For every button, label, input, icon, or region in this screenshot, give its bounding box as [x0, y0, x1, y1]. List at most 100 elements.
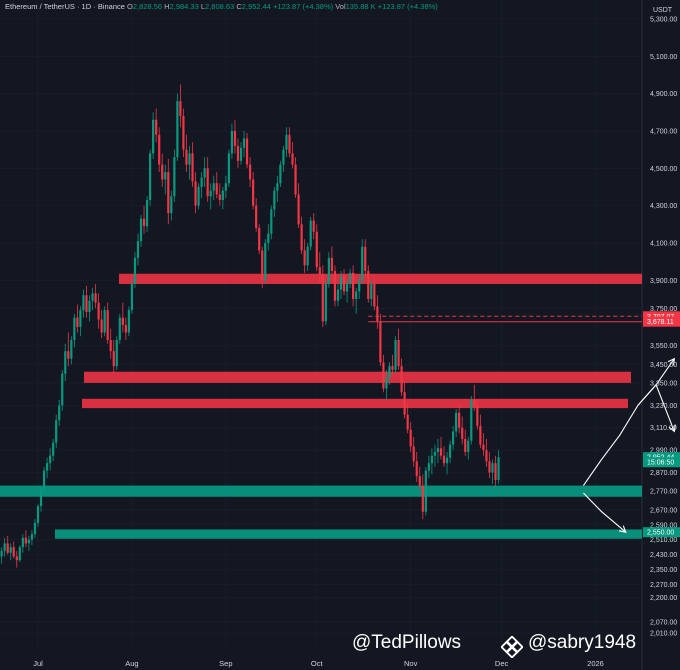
- candle: [367, 265, 370, 303]
- projection-path[interactable]: [582, 358, 675, 486]
- y-tick-label: 2,430.00: [650, 552, 677, 559]
- candle: [9, 543, 12, 561]
- grid: [0, 0, 642, 650]
- candle: [30, 530, 34, 546]
- candle: [39, 485, 43, 512]
- candle: [176, 93, 179, 161]
- candle: [133, 252, 137, 288]
- candle: [261, 246, 264, 288]
- candle: [345, 280, 349, 303]
- time-axis[interactable]: Jul Aug Sep Oct Nov Dec 2026: [33, 659, 604, 668]
- projection-arrowhead: [668, 424, 676, 433]
- projection-path[interactable]: [637, 383, 675, 432]
- level-lines[interactable]: [368, 315, 642, 323]
- candle: [152, 112, 155, 159]
- candle: [70, 336, 73, 365]
- symbol-name[interactable]: Ethereum / TetherUS · 1D · Binance: [5, 2, 125, 11]
- y-tick-label: 3,900.00: [650, 278, 677, 285]
- zones[interactable]: [0, 273, 642, 539]
- x-tick-label: Oct: [311, 659, 324, 668]
- candle: [242, 130, 246, 158]
- candle: [430, 448, 433, 475]
- watermark-sabry1948: @sabry1948: [528, 632, 637, 653]
- y-tick-label: 4,900.00: [650, 91, 677, 98]
- candle: [309, 216, 312, 251]
- candle: [164, 164, 167, 195]
- y-tick-label: 3,110.00: [650, 425, 677, 432]
- candle: [476, 399, 479, 430]
- candle: [339, 270, 343, 299]
- resistance-zone[interactable]: [119, 273, 642, 285]
- candle: [24, 530, 27, 548]
- support-zone[interactable]: [55, 529, 642, 539]
- volume-label: Vol: [335, 2, 346, 11]
- candle: [136, 233, 140, 266]
- candle: [391, 354, 394, 378]
- candle: [458, 405, 461, 434]
- price-axis[interactable]: 5,300.00 5,100.00 4,900.00 4,700.00 4,500.00…: [650, 17, 677, 638]
- price-tag: 15:06:50: [643, 457, 680, 468]
- candle: [121, 302, 124, 333]
- candle: [233, 119, 237, 154]
- y-tick-label: 2,270.00: [650, 582, 677, 589]
- x-tick-label: Sep: [219, 659, 232, 668]
- candle: [79, 306, 82, 337]
- candle: [361, 239, 364, 285]
- candle: [33, 519, 37, 538]
- y-tick-label: 2,590.00: [650, 522, 677, 529]
- candle: [297, 183, 300, 229]
- candle: [103, 306, 106, 337]
- candle: [45, 457, 49, 479]
- candle: [488, 451, 491, 479]
- candle: [36, 504, 40, 527]
- projection-path[interactable]: [583, 492, 627, 533]
- support-zone[interactable]: [0, 485, 642, 497]
- candle: [12, 541, 15, 559]
- candle: [267, 224, 270, 251]
- candle: [145, 196, 149, 232]
- resistance-zone[interactable]: [82, 398, 628, 409]
- candle: [15, 550, 18, 568]
- candle: [115, 336, 118, 370]
- watermark-tedpillows: @TedPillows: [352, 632, 462, 653]
- candle: [258, 224, 261, 255]
- change-value: +123.87 (+4.38%): [273, 2, 334, 11]
- candle: [182, 108, 185, 158]
- candle: [149, 149, 152, 206]
- candle: [252, 172, 255, 210]
- candle: [494, 455, 497, 486]
- projection-arrows[interactable]: [582, 357, 676, 533]
- candle: [218, 183, 221, 206]
- resistance-zone[interactable]: [84, 371, 631, 383]
- binance-logo-icon: [501, 636, 523, 658]
- candle: [421, 474, 424, 520]
- candle: [382, 354, 385, 393]
- candle: [403, 381, 406, 419]
- candle: [452, 425, 455, 451]
- candle: [188, 145, 191, 180]
- candle: [424, 466, 427, 516]
- y-tick-label: 2,990.00: [650, 448, 677, 455]
- close-value: 2,952.44: [241, 2, 271, 11]
- projection-arrowhead: [618, 525, 627, 533]
- price-tags: 3,707.073,678.112,952.4415:06:502,550.00: [643, 311, 680, 538]
- candle: [200, 172, 203, 199]
- candle: [27, 535, 31, 551]
- candle: [461, 416, 464, 445]
- y-tick-label: 5,100.00: [650, 54, 677, 61]
- candle: [88, 295, 91, 322]
- candle: [342, 269, 346, 296]
- candle: [76, 304, 79, 333]
- volume-change: +123.87 (+4.38%): [377, 2, 438, 11]
- candle: [427, 455, 430, 479]
- candle: [470, 395, 473, 445]
- symbol-header: Ethereum / TetherUS · 1D · Binance O2,82…: [5, 2, 438, 11]
- candle: [155, 108, 158, 143]
- candle: [464, 429, 467, 456]
- y-tick-label: 2,670.00: [650, 507, 677, 514]
- x-tick-label: Nov: [404, 659, 418, 668]
- candle: [279, 160, 282, 187]
- candle: [3, 537, 6, 557]
